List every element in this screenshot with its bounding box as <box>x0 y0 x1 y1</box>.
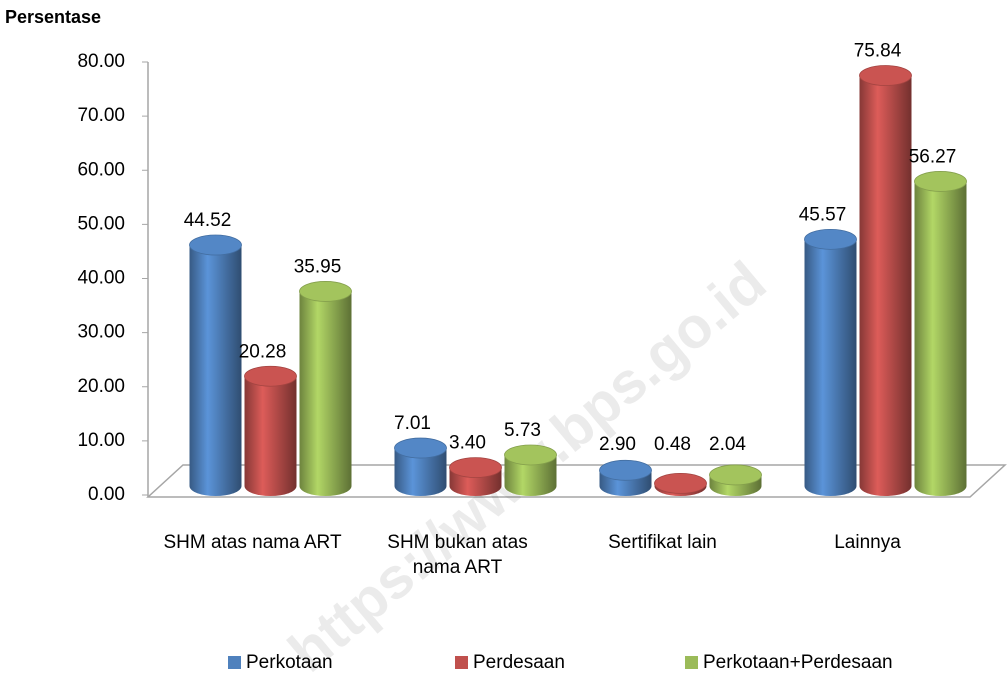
bar <box>709 464 762 496</box>
value-label: 44.52 <box>184 210 232 231</box>
legend-label: Perdesaan <box>473 652 565 673</box>
bar <box>189 234 242 496</box>
bar <box>599 459 652 496</box>
bar <box>914 171 967 496</box>
y-tick-label: 20.00 <box>77 376 125 397</box>
y-tick-label: 30.00 <box>77 322 125 343</box>
bar-top <box>394 437 447 459</box>
value-label: 2.04 <box>709 434 746 455</box>
bar <box>299 281 352 496</box>
bar-body <box>299 291 352 486</box>
bar-top <box>449 457 502 478</box>
bar <box>654 473 707 496</box>
y-tick-label: 70.00 <box>77 105 125 126</box>
legend-label: Perkotaan <box>246 652 333 673</box>
y-tick-label: 50.00 <box>77 213 125 234</box>
value-label: 20.28 <box>239 341 287 362</box>
value-label: 75.84 <box>854 41 902 62</box>
value-label: 56.27 <box>909 146 957 167</box>
bar-top <box>504 444 557 466</box>
bar <box>804 228 857 496</box>
bar-body <box>859 75 912 487</box>
bar-top <box>709 464 762 486</box>
y-tick-label: 40.00 <box>77 268 125 289</box>
value-label: 0.48 <box>654 434 691 455</box>
legend-swatch <box>228 656 241 669</box>
bar-body <box>804 239 857 486</box>
legend-swatch <box>455 656 468 669</box>
bar-top <box>599 459 652 481</box>
bar-top <box>244 365 297 387</box>
bar-top <box>914 171 967 192</box>
y-axis-title: Persentase <box>5 7 101 27</box>
bar <box>244 365 297 496</box>
bar <box>394 437 447 496</box>
bar-top <box>299 281 352 302</box>
value-label: 2.90 <box>599 434 636 455</box>
bar-body <box>189 245 242 486</box>
value-label: 45.57 <box>799 204 847 225</box>
x-tick-label: Lainnya <box>834 532 901 553</box>
value-label: 5.73 <box>504 420 541 441</box>
bar <box>504 444 557 496</box>
x-tick-label: SHM atas nama ART <box>163 532 342 553</box>
value-label: 7.01 <box>394 413 431 434</box>
bar-body <box>914 181 967 486</box>
bar-top <box>859 65 912 86</box>
bar-body <box>244 376 297 486</box>
y-tick-label: 80.00 <box>77 51 125 72</box>
bar-top <box>654 473 707 494</box>
value-label: 3.40 <box>449 433 486 454</box>
y-tick-label: 0.00 <box>88 484 125 505</box>
bar <box>859 65 912 496</box>
bar-top <box>804 228 857 250</box>
legend-label: Perkotaan+Perdesaan <box>703 652 893 673</box>
y-tick-label: 10.00 <box>77 430 125 451</box>
bar <box>449 457 502 496</box>
x-tick-label: Sertifikat lain <box>608 532 717 553</box>
x-tick-label: SHM bukan atas nama ART <box>387 532 528 578</box>
bar-top <box>189 234 242 256</box>
legend-swatch <box>685 656 698 669</box>
floor <box>146 464 1007 498</box>
y-tick-label: 60.00 <box>77 159 125 180</box>
value-label: 35.95 <box>294 256 342 277</box>
